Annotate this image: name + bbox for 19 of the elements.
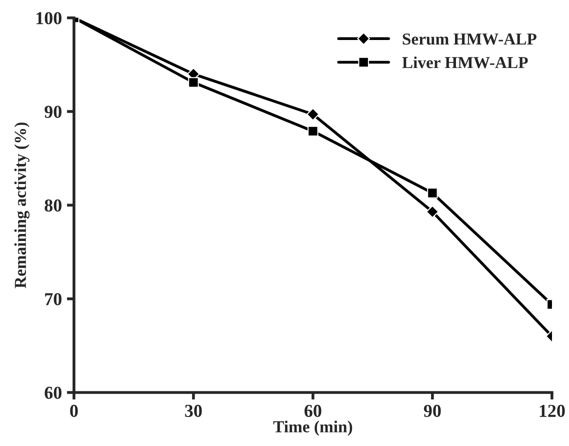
point [427,188,438,198]
point [308,126,318,137]
point [306,108,320,121]
x-tick-label: 120 [540,404,565,417]
point [426,205,439,218]
point [188,77,199,88]
x-tick-label: 60 [304,404,322,417]
y-tick-label: 70 [45,293,62,306]
y-axis-title: Remaining activity (%) [14,122,30,288]
x-tick-label: 0 [70,404,78,417]
legend-label: Serum HMW-ALP [402,33,536,45]
x-axis-title: Time (min) [273,420,352,436]
legend-label: Liver HMW-ALP [402,56,528,68]
x-tick-label: 30 [185,404,202,417]
y-tick-label: 80 [44,199,62,212]
y-tick-label: 100 [36,12,62,24]
y-tick-label: 90 [44,106,62,118]
x-tick-label: 90 [424,404,441,417]
y-tick-label: 60 [44,386,62,399]
